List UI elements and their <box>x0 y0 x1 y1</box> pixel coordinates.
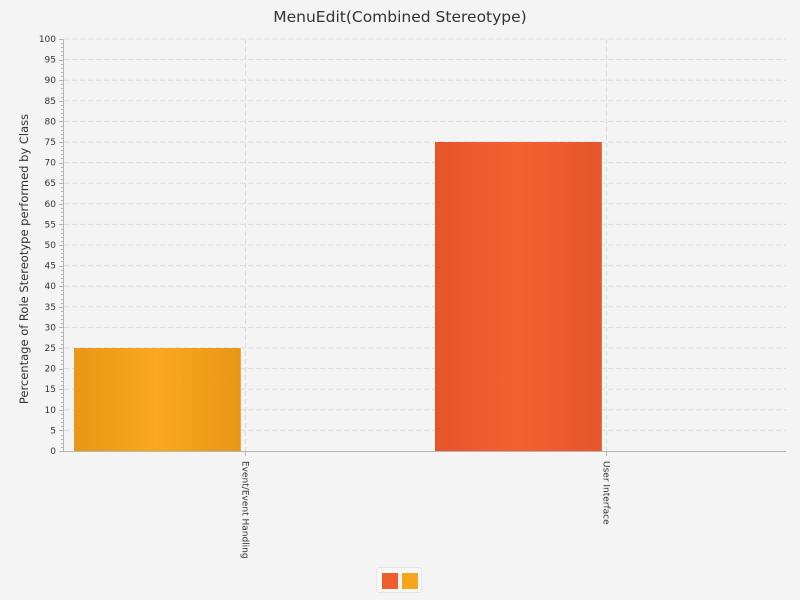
chart-title: MenuEdit(Combined Stereotype) <box>273 8 527 26</box>
bar-user-interface <box>434 142 602 451</box>
x-tick-label: Event/Event Handling <box>240 461 250 559</box>
y-tick-label: 15 <box>45 385 56 395</box>
y-tick-label: 35 <box>45 303 56 313</box>
y-tick-label: 95 <box>45 56 56 66</box>
y-tick-label: 40 <box>45 282 57 292</box>
x-tick-label: User Interface <box>601 461 611 525</box>
y-tick-label: 80 <box>45 117 57 127</box>
y-tick-label: 60 <box>45 200 57 210</box>
bar-event-event-handling <box>73 348 241 451</box>
y-tick-label: 30 <box>45 323 57 333</box>
y-tick-label: 100 <box>39 35 56 45</box>
legend <box>376 567 422 593</box>
y-tick-label: 65 <box>45 179 56 189</box>
y-tick-label: 5 <box>50 426 56 436</box>
y-tick-label: 20 <box>45 365 57 375</box>
y-tick-label: 45 <box>45 262 56 272</box>
y-tick-label: 10 <box>45 406 57 416</box>
y-tick-label: 25 <box>45 344 56 354</box>
y-tick-labels: 0 5 10 15 20 25 30 35 40 45 50 55 60 65 70 75 80 85 90 95 10… <box>39 35 56 457</box>
axes <box>59 39 786 456</box>
legend-swatch-event-handling <box>402 573 418 589</box>
y-tick-label: 0 <box>50 447 56 457</box>
y-tick-label: 90 <box>45 76 57 86</box>
y-tick-label: 50 <box>45 241 57 251</box>
y-tick-label: 85 <box>45 97 56 107</box>
x-tick-labels: Event/Event Handling User Interface <box>240 461 611 559</box>
grid-lines <box>64 38 786 451</box>
bars <box>73 142 602 451</box>
legend-swatch-user-interface <box>382 573 398 589</box>
y-tick-label: 55 <box>45 220 56 230</box>
y-tick-label: 75 <box>45 138 56 148</box>
y-tick-label: 70 <box>45 159 57 169</box>
